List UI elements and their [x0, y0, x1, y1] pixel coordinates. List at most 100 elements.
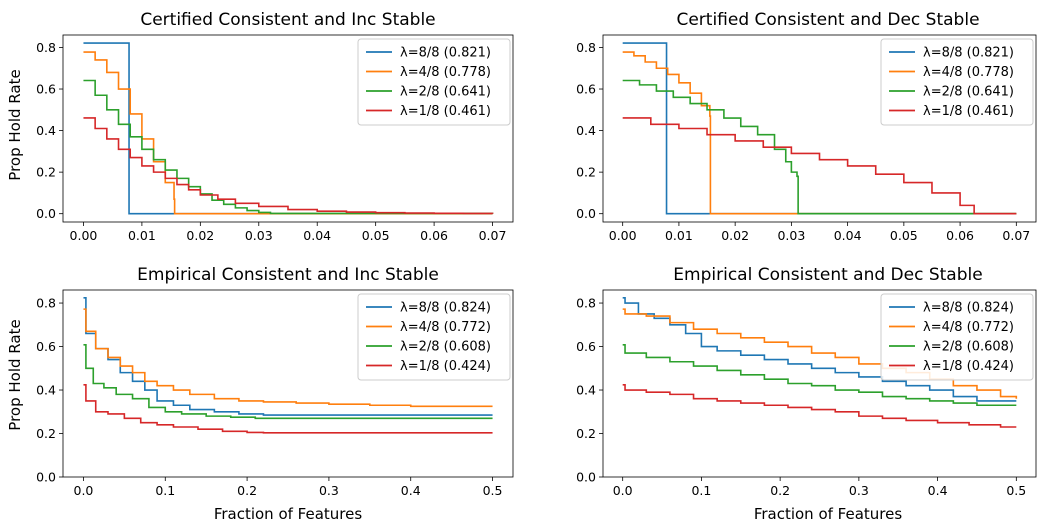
series-line-3 [83, 344, 493, 420]
x-tick-label: 0.5 [1006, 483, 1026, 498]
x-axis-label: Fraction of Features [754, 505, 903, 523]
y-tick-label: 0.2 [36, 165, 56, 180]
y-tick-label: 0.4 [36, 383, 56, 398]
x-tick-label: 0.3 [319, 483, 339, 498]
legend: λ=8/8 (0.821) λ=4/8 (0.778) λ=2/8 (0.641) λ… [880, 38, 1034, 126]
legend-entry: λ=8/8 (0.824) [923, 301, 1014, 316]
y-axis-label: Prop Hold Rate [6, 69, 24, 180]
x-tick-label: 0.3 [849, 483, 869, 498]
series-line-3 [622, 79, 1017, 215]
y-tick-label: 0.6 [576, 82, 596, 97]
y-tick-label: 0.4 [576, 123, 596, 138]
x-tick-label: 0.0 [613, 483, 633, 498]
y-axis-label: Prop Hold Rate [6, 319, 24, 430]
y-tick-label: 0.2 [576, 165, 596, 180]
axes-frame [602, 34, 1037, 223]
legend-entry: λ=2/8 (0.641) [923, 85, 1014, 100]
legend-box [357, 293, 511, 381]
legend-entry: λ=4/8 (0.772) [923, 320, 1014, 335]
x-tick-label: 0.00 [70, 228, 98, 243]
chart-title: Certified Consistent and Dec Stable [676, 10, 979, 30]
series-line-4 [622, 384, 1017, 428]
y-tick-label: 0.8 [36, 40, 56, 55]
x-tick-label: 0.06 [420, 228, 448, 243]
y-tick-label: 0.8 [576, 296, 596, 311]
plot-area [83, 42, 494, 215]
x-tick-label: 0.02 [186, 228, 214, 243]
y-tick-label: 0.0 [36, 470, 56, 485]
x-tick-label: 0.04 [303, 228, 331, 243]
legend-entry: λ=2/8 (0.641) [400, 85, 491, 100]
y-tick-label: 0.4 [36, 123, 56, 138]
legend-box [880, 38, 1034, 126]
y-tick-label: 0.6 [36, 82, 56, 97]
x-tick-label: 0.03 [245, 228, 273, 243]
x-tick-label: 0.01 [128, 228, 156, 243]
plot-area [622, 297, 1018, 428]
legend: λ=8/8 (0.824) λ=4/8 (0.772) λ=2/8 (0.608) λ… [357, 293, 511, 381]
y-tick-label: 0.4 [576, 383, 596, 398]
axes-frame [62, 34, 514, 223]
series-line-2 [83, 308, 493, 408]
legend-entry: λ=1/8 (0.461) [400, 104, 491, 119]
series-line-1 [622, 297, 1017, 402]
legend-entry: λ=8/8 (0.821) [923, 46, 1014, 61]
y-tick-label: 0.0 [36, 206, 56, 221]
x-tick-label: 0.07 [1002, 228, 1030, 243]
axes-frame [602, 289, 1037, 478]
series-line-3 [83, 79, 494, 215]
series-line-4 [622, 117, 1017, 215]
y-tick-label: 0.6 [36, 339, 56, 354]
legend-entry: λ=4/8 (0.778) [400, 65, 491, 80]
x-tick-label: 0.4 [401, 483, 421, 498]
panel-empirical-dec: Empirical Consistent and Dec Stable Frac… [576, 265, 1037, 523]
y-tick-label: 0.0 [576, 470, 596, 485]
x-tick-label: 0.2 [770, 483, 790, 498]
x-tick-label: 0.05 [890, 228, 918, 243]
x-tick-label: 0.02 [721, 228, 749, 243]
series-line-3 [622, 344, 1017, 407]
y-tick-label: 0.0 [576, 206, 596, 221]
x-tick-label: 0.2 [237, 483, 257, 498]
legend: λ=8/8 (0.821) λ=4/8 (0.778) λ=2/8 (0.641) λ… [357, 38, 511, 126]
x-tick-label: 0.0 [74, 483, 94, 498]
legend-entry: λ=2/8 (0.608) [923, 340, 1014, 355]
series-line-2 [622, 51, 1017, 215]
series-line-2 [83, 51, 493, 215]
legend-entry: λ=2/8 (0.608) [400, 340, 491, 355]
x-tick-label: 0.00 [609, 228, 637, 243]
legend-entry: λ=4/8 (0.778) [923, 65, 1014, 80]
x-tick-label: 0.1 [691, 483, 711, 498]
legend: λ=8/8 (0.824) λ=4/8 (0.772) λ=2/8 (0.608) λ… [880, 293, 1034, 381]
series-line-4 [83, 117, 494, 215]
y-tick-label: 0.6 [576, 339, 596, 354]
panel-empirical-inc: Empirical Consistent and Inc Stable Prop… [6, 265, 514, 523]
legend-entry: λ=1/8 (0.461) [923, 104, 1014, 119]
x-axis-label: Fraction of Features [214, 505, 363, 523]
axes-frame [62, 289, 514, 478]
y-tick-label: 0.8 [36, 296, 56, 311]
legend-entry: λ=8/8 (0.821) [400, 46, 491, 61]
x-tick-label: 0.06 [946, 228, 974, 243]
y-tick-label: 0.2 [576, 426, 596, 441]
y-tick-label: 0.2 [36, 426, 56, 441]
x-tick-label: 0.03 [777, 228, 805, 243]
legend-entry: λ=1/8 (0.424) [923, 359, 1014, 374]
chart-title: Empirical Consistent and Inc Stable [137, 265, 439, 285]
x-tick-label: 0.01 [665, 228, 693, 243]
panel-certified-inc: Certified Consistent and Inc Stable Prop… [6, 10, 514, 243]
panel-certified-dec: Certified Consistent and Dec Stable 0.00… [576, 10, 1037, 243]
x-tick-label: 0.4 [928, 483, 948, 498]
legend-entry: λ=8/8 (0.824) [400, 301, 491, 316]
series-line-2 [622, 308, 1018, 399]
legend-entry: λ=1/8 (0.424) [400, 359, 491, 374]
x-tick-label: 0.04 [834, 228, 862, 243]
plot-area [622, 42, 1017, 215]
plot-area [83, 297, 493, 434]
series-line-4 [83, 384, 493, 434]
legend-box [880, 293, 1034, 381]
chart-title: Certified Consistent and Inc Stable [140, 10, 435, 30]
y-tick-label: 0.8 [576, 40, 596, 55]
x-tick-label: 0.07 [479, 228, 507, 243]
legend-entry: λ=4/8 (0.772) [400, 320, 491, 335]
